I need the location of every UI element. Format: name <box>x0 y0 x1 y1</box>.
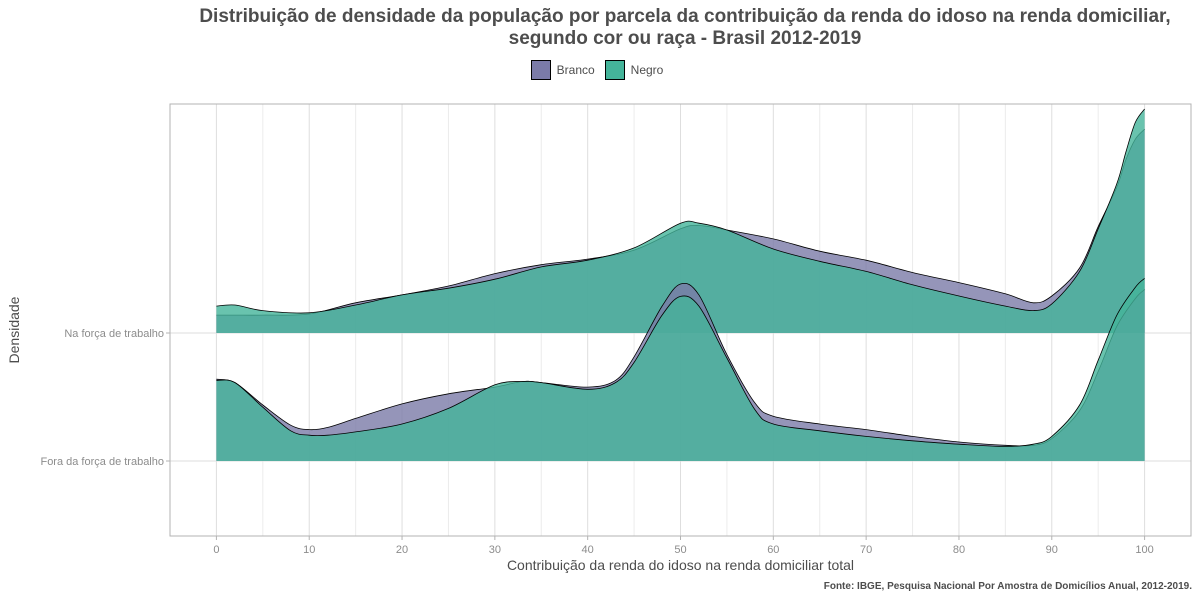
ridge-line-fora-forca-negro <box>216 278 1145 447</box>
x-tick-label-90: 90 <box>1046 544 1058 556</box>
legend-key-negro <box>604 60 625 80</box>
y-axis-label: Densidade <box>6 296 22 364</box>
x-axis-label: Contribuição da renda do idoso na renda … <box>506 557 855 573</box>
x-tick-label-40: 40 <box>582 544 594 556</box>
legend-item-branco: Branco <box>530 60 601 80</box>
x-tick-label-50: 50 <box>674 544 686 556</box>
x-tick-label-30: 30 <box>489 544 501 556</box>
y-tick-label-0: Na força de trabalho <box>64 328 164 340</box>
legend: Branco Negro <box>0 60 1200 80</box>
y-tick-label-1: Fora da força de trabalho <box>40 456 164 468</box>
x-tick-label-10: 10 <box>303 544 315 556</box>
chart-title-line2: segundo cor ou raça - Brasil 2012-2019 <box>508 28 862 49</box>
x-tick-label-100: 100 <box>1135 544 1153 556</box>
x-tick-label-80: 80 <box>953 544 965 556</box>
y-axis: Na força de trabalho Fora da força de tra… <box>40 328 170 468</box>
ridge-area-fora-forca-negro <box>216 278 1145 461</box>
legend-label-negro: Negro <box>630 63 664 77</box>
density-ridges <box>216 108 1145 461</box>
x-axis: 0 10 20 30 40 50 60 70 80 90 100 <box>213 536 1154 556</box>
x-tick-label-20: 20 <box>396 544 408 556</box>
source-note: Fonte: IBGE, Pesquisa Nacional Por Amost… <box>823 581 1192 592</box>
chart-title-line1: Distribuição de densidade da população p… <box>199 6 1171 27</box>
legend-label-branco: Branco <box>556 63 595 77</box>
x-tick-label-60: 60 <box>767 544 779 556</box>
ridge-line-na-forca-branco <box>216 128 1145 316</box>
legend-key-branco <box>530 60 551 80</box>
ridge-line-na-forca-negro <box>216 108 1145 314</box>
x-tick-label-70: 70 <box>860 544 872 556</box>
x-tick-label-0: 0 <box>213 544 219 556</box>
legend-item-negro: Negro <box>604 60 670 80</box>
